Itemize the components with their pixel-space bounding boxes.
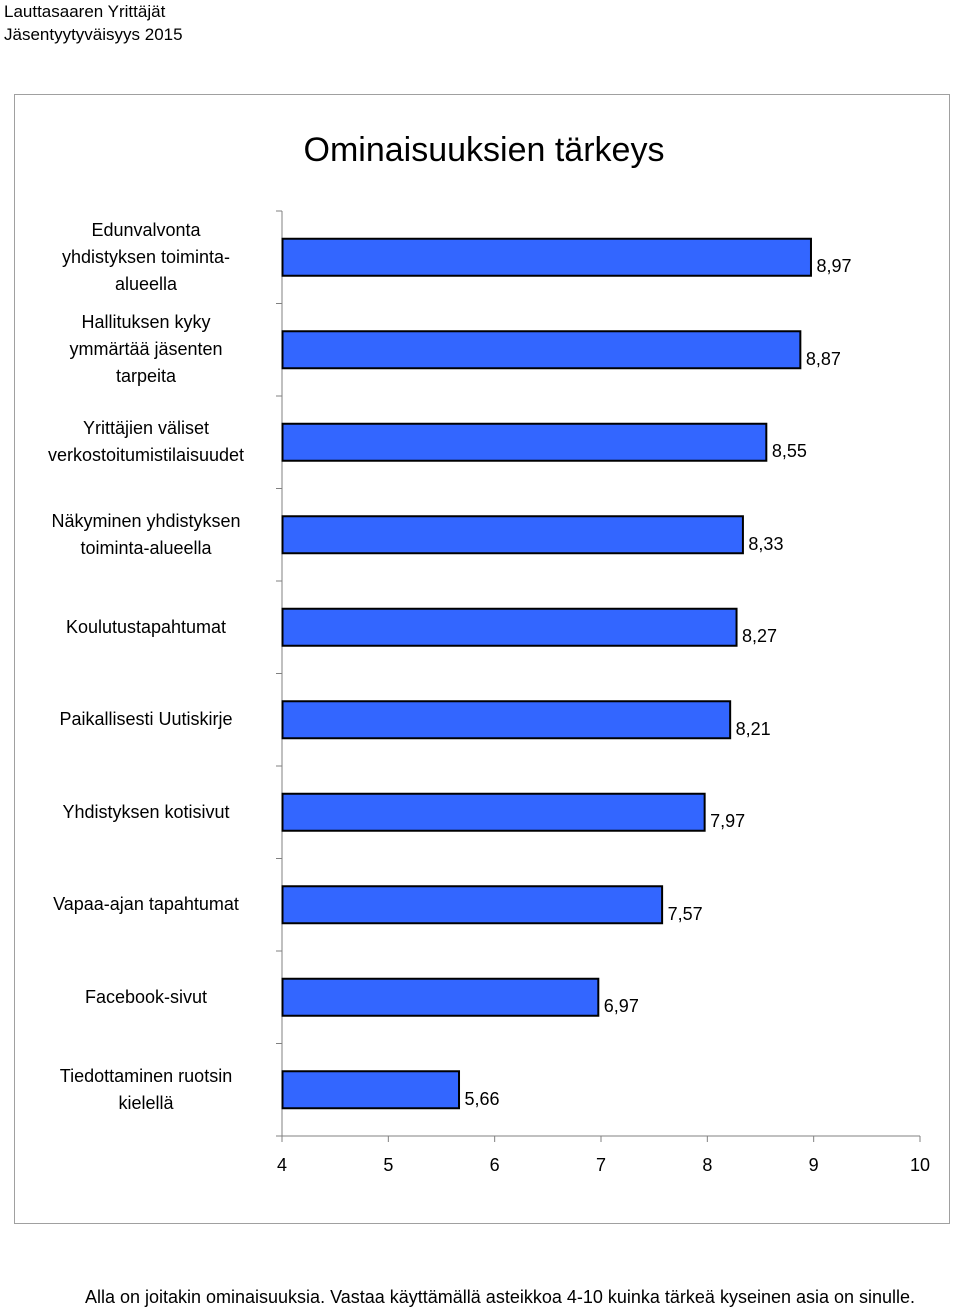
category-label-line: Koulutustapahtumat <box>65 616 227 637</box>
x-tick-label: 10 <box>909 1155 931 1175</box>
category-label-line: Yrittäjien väliset <box>82 418 210 439</box>
x-tick-label: 6 <box>489 1155 500 1175</box>
bar <box>281 515 744 555</box>
category-label-line: yhdistyksen toiminta- <box>61 246 231 267</box>
bar-value-label: 8,87 <box>805 348 841 369</box>
category-label-line: toiminta-alueella <box>80 537 212 558</box>
category-label-line: Hallituksen kyky <box>81 312 211 333</box>
category-label-line: ymmärtää jäsenten <box>69 339 223 360</box>
bar-value-label: 5,66 <box>464 1088 500 1109</box>
category-label-line: Edunvalvonta <box>91 219 201 240</box>
bar <box>281 422 768 462</box>
category-label: Hallituksen kyky ymmärtää jäsenten tarpeit… <box>16 309 276 390</box>
category-label-line: Näkyminen yhdistyksen <box>51 510 241 531</box>
category-label-line: Vapaa-ajan tapahtumat <box>53 894 239 915</box>
bar-value-label: 8,97 <box>816 256 852 277</box>
bar-value-label: 8,55 <box>771 441 807 462</box>
x-tick-label: 7 <box>595 1155 606 1175</box>
x-tick-label: 4 <box>276 1155 287 1175</box>
category-label-line: Tiedottaminen ruotsin <box>59 1065 233 1086</box>
category-label-line: tarpeita <box>115 366 177 387</box>
bar <box>281 885 664 925</box>
report-header: Lauttasaaren Yrittäjät Jäsentyytyväisyys… <box>4 0 183 46</box>
bar-value-label: 7,57 <box>667 903 703 924</box>
bar-value-label: 8,33 <box>748 533 784 554</box>
category-label-line: Yhdistyksen kotisivut <box>62 801 230 822</box>
category-label: Facebook-sivut <box>16 984 276 1011</box>
category-label-line: Facebook-sivut <box>84 986 208 1007</box>
category-label: Paikallisesti Uutiskirje <box>16 706 276 733</box>
category-label-line: Paikallisesti Uutiskirje <box>59 709 233 730</box>
category-label-line: kielellä <box>118 1092 174 1113</box>
bar-value-label: 6,97 <box>603 996 639 1017</box>
category-label-line: alueella <box>114 273 178 294</box>
category-label: Vapaa-ajan tapahtumat <box>16 891 276 918</box>
bar <box>281 700 732 740</box>
bar <box>281 330 802 370</box>
footnote: Alla on joitakin ominaisuuksia. Vastaa k… <box>84 1287 916 1307</box>
category-label: Yhdistyksen kotisivut <box>16 799 276 826</box>
bar-value-label: 8,27 <box>742 626 778 647</box>
bar-value-label: 7,97 <box>710 811 746 832</box>
category-label: Tiedottaminen ruotsin kielellä <box>16 1063 276 1117</box>
organization-name: Lauttasaaren Yrittäjät <box>4 2 166 21</box>
x-tick-label: 9 <box>808 1155 819 1175</box>
chart-frame <box>14 94 950 1224</box>
chart-title: Ominaisuuksien tärkeys <box>303 131 665 169</box>
bar <box>281 1070 461 1110</box>
bar <box>281 607 738 647</box>
category-label: Näkyminen yhdistyksen toiminta-alueella <box>16 508 276 562</box>
category-label: Koulutustapahtumat <box>16 614 276 641</box>
x-tick-label: 8 <box>702 1155 713 1175</box>
category-label: Yrittäjien väliset verkostoitumistilaisuu… <box>16 415 276 469</box>
bar-value-label: 8,21 <box>735 718 771 739</box>
category-label-line: verkostoitumistilaisuudet <box>47 445 245 466</box>
bar <box>281 237 812 277</box>
category-label: Edunvalvonta yhdistyksen toiminta-alueell… <box>16 217 276 298</box>
bar <box>281 792 706 832</box>
x-tick-label: 5 <box>383 1155 394 1175</box>
bar <box>281 977 600 1017</box>
survey-name: Jäsentyytyväisyys 2015 <box>4 25 183 44</box>
